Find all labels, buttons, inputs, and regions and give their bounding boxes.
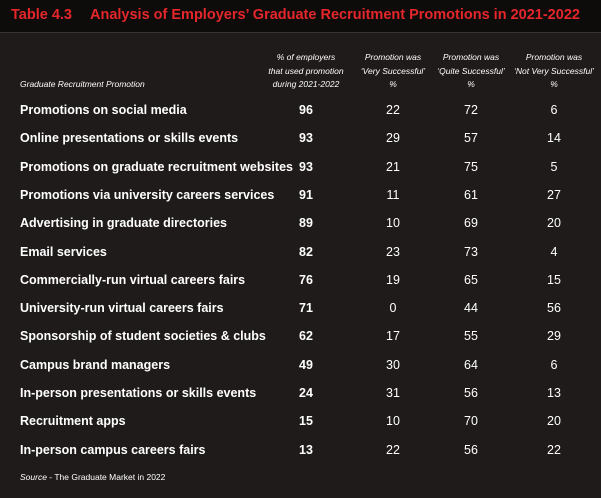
cell-value: 56 bbox=[464, 442, 478, 457]
cell-value: 64 bbox=[464, 357, 478, 372]
cell-value: 65 bbox=[464, 272, 478, 287]
cell-value: 24 bbox=[299, 386, 313, 400]
cell-value: 22 bbox=[386, 442, 400, 457]
cell-value: 20 bbox=[547, 414, 561, 429]
row-label: University-run virtual careers fairs bbox=[20, 301, 224, 316]
cell-value: 56 bbox=[547, 301, 561, 316]
column-header: ‘Very Successful’ bbox=[360, 65, 426, 76]
column-header: during 2021-2022 bbox=[272, 79, 340, 89]
cell-value: 22 bbox=[547, 442, 561, 457]
cell-value: 15 bbox=[299, 414, 313, 429]
cell-value: 71 bbox=[299, 301, 313, 316]
column-header: % bbox=[389, 79, 397, 89]
cell-value: 21 bbox=[386, 159, 400, 174]
column-header: Promotion was bbox=[525, 52, 583, 62]
row-label: Promotions on social media bbox=[20, 103, 187, 117]
source-text: - The Graduate Market in 2022 bbox=[46, 472, 166, 482]
cell-value: 55 bbox=[464, 329, 478, 344]
cell-value: 17 bbox=[386, 329, 400, 344]
cell-value: 89 bbox=[299, 216, 313, 231]
row-label: In-person presentations or skills events bbox=[20, 386, 257, 400]
cell-value: 6 bbox=[550, 103, 558, 117]
row-label: Online presentations or skills events bbox=[20, 131, 239, 146]
cell-value: 14 bbox=[547, 131, 561, 146]
cell-value: 72 bbox=[464, 103, 478, 117]
table-label: Table 4.3 bbox=[11, 7, 72, 23]
cell-value: 4 bbox=[550, 244, 558, 259]
cell-value: 44 bbox=[464, 301, 478, 316]
cell-value: 13 bbox=[299, 442, 313, 457]
cell-value: 62 bbox=[299, 329, 313, 344]
row-label: Advertising in graduate directories bbox=[20, 216, 227, 231]
cell-value: 10 bbox=[386, 216, 400, 231]
row-label: Recruitment apps bbox=[20, 414, 126, 429]
cell-value: 49 bbox=[299, 357, 313, 372]
cell-value: 29 bbox=[547, 329, 561, 344]
cell-value: 30 bbox=[386, 357, 400, 372]
cell-value: 6 bbox=[550, 357, 558, 372]
cell-value: 23 bbox=[386, 244, 400, 259]
column-header: Promotion was bbox=[364, 52, 422, 62]
row-label: Campus brand managers bbox=[20, 357, 171, 372]
cell-value: 82 bbox=[299, 244, 313, 259]
row-label: Promotions on graduate recruitment websi… bbox=[20, 159, 293, 174]
cell-value: 56 bbox=[464, 386, 478, 400]
cell-value: 5 bbox=[550, 159, 558, 174]
cell-value: 93 bbox=[299, 159, 313, 174]
title-bar: Table 4.3 Analysis of Employers’ Graduat… bbox=[0, 0, 601, 33]
cell-value: 93 bbox=[299, 131, 313, 146]
cell-value: 27 bbox=[547, 187, 561, 202]
row-label: In-person campus careers fairs bbox=[20, 442, 206, 457]
column-header: Graduate Recruitment Promotion bbox=[20, 79, 145, 89]
column-header: % bbox=[550, 79, 558, 89]
cell-value: 96 bbox=[299, 103, 313, 117]
cell-value: 10 bbox=[386, 414, 400, 429]
cell-value: 22 bbox=[386, 103, 400, 117]
column-header: ‘Not Very Successful’ bbox=[514, 65, 594, 76]
row-label: Promotions via university careers servic… bbox=[20, 187, 275, 202]
cell-value: 15 bbox=[547, 272, 561, 287]
table-title: Analysis of Employers’ Graduate Recruitm… bbox=[90, 7, 580, 23]
row-label: Commercially-run virtual careers fairs bbox=[20, 272, 246, 287]
cell-value: 75 bbox=[464, 159, 478, 174]
cell-value: 91 bbox=[299, 187, 313, 202]
cell-value: 13 bbox=[547, 386, 561, 400]
cell-value: 76 bbox=[299, 272, 313, 287]
cell-value: 73 bbox=[464, 244, 478, 259]
cell-value: 29 bbox=[386, 131, 400, 146]
cell-value: 31 bbox=[386, 386, 400, 400]
cell-value: 19 bbox=[386, 272, 400, 287]
cell-value: 57 bbox=[464, 131, 478, 146]
row-label: Sponsorship of student societies & clubs bbox=[20, 329, 266, 344]
column-header: that used promotion bbox=[268, 65, 344, 76]
cell-value: 70 bbox=[464, 414, 478, 429]
source: Source - The Graduate Market in 2022 bbox=[20, 472, 165, 482]
column-header: % bbox=[467, 79, 475, 89]
cell-value: 0 bbox=[389, 301, 397, 316]
cell-value: 20 bbox=[547, 216, 561, 231]
cell-value: 69 bbox=[464, 216, 478, 231]
row-label: Email services bbox=[20, 244, 107, 259]
column-header: ‘Quite Successful’ bbox=[437, 65, 505, 76]
column-header: % of employers bbox=[276, 52, 336, 62]
column-header: Promotion was bbox=[442, 52, 500, 62]
cell-value: 61 bbox=[464, 187, 478, 202]
cell-value: 11 bbox=[386, 187, 400, 202]
source-label: Source bbox=[20, 472, 47, 482]
